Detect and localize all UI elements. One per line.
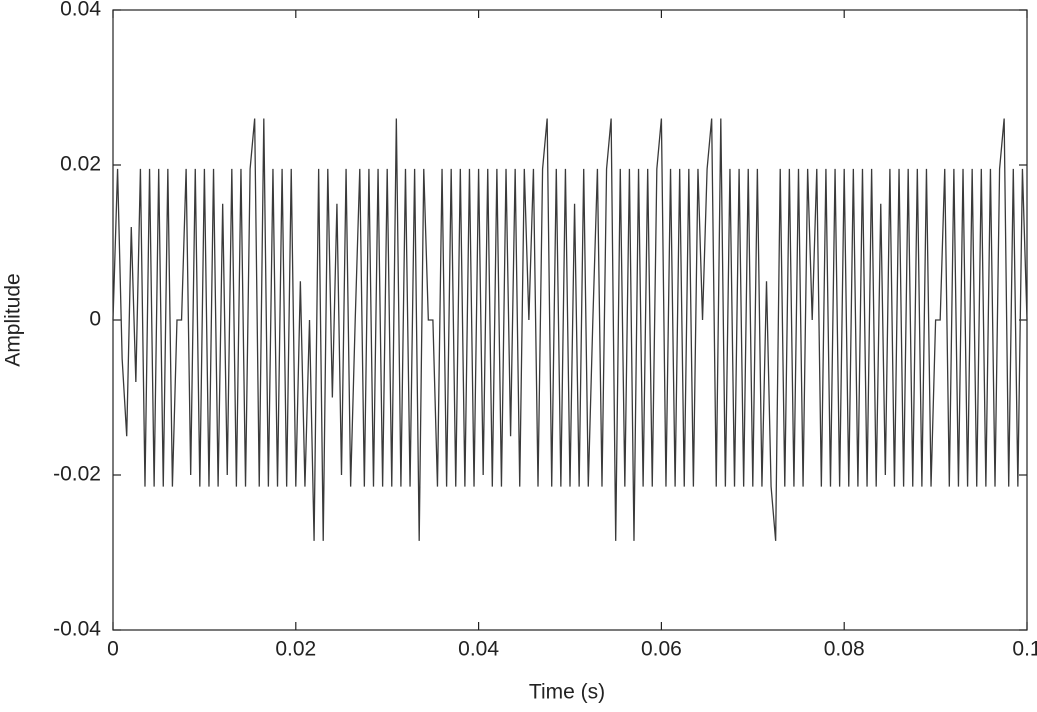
x-tick-label: 0.1 xyxy=(1012,638,1037,661)
plot-frame xyxy=(112,9,1028,631)
y-tick-label: 0 xyxy=(89,308,101,331)
y-tick-label: 0.04 xyxy=(60,0,101,21)
y-tick-label: -0.04 xyxy=(53,618,101,641)
x-tick-label: 0.08 xyxy=(824,638,865,661)
y-tick-label: -0.02 xyxy=(53,463,101,486)
x-tick-label: 0.04 xyxy=(458,638,499,661)
x-tick-label: 0.06 xyxy=(641,638,682,661)
y-tick-label: 0.02 xyxy=(60,153,101,176)
signal-line xyxy=(112,118,1028,541)
y-axis-label: Amplitude xyxy=(2,273,25,366)
x-tick-label: 0 xyxy=(107,638,119,661)
x-tick-label: 0.02 xyxy=(275,638,316,661)
x-axis-label: Time (s) xyxy=(529,681,605,704)
